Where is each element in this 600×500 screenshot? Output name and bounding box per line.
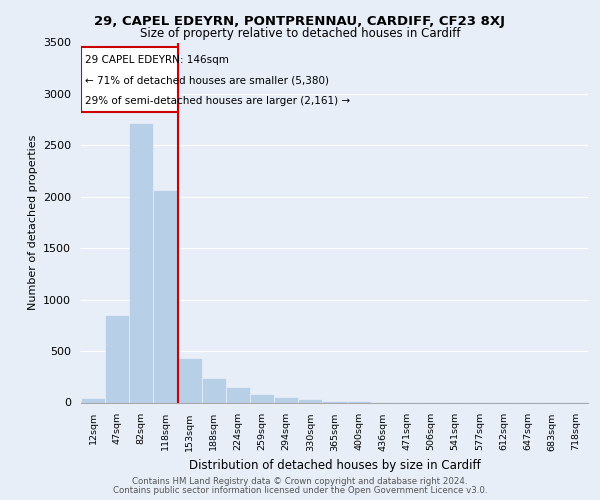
Text: ← 71% of detached houses are smaller (5,380): ← 71% of detached houses are smaller (5,… bbox=[85, 76, 329, 86]
FancyBboxPatch shape bbox=[81, 46, 178, 112]
Bar bbox=[202, 378, 226, 402]
Bar bbox=[154, 190, 178, 402]
Bar bbox=[322, 401, 347, 402]
Text: 29 CAPEL EDEYRN: 146sqm: 29 CAPEL EDEYRN: 146sqm bbox=[85, 56, 229, 66]
Text: Contains public sector information licensed under the Open Government Licence v3: Contains public sector information licen… bbox=[113, 486, 487, 495]
Bar bbox=[298, 400, 322, 402]
Bar bbox=[129, 122, 154, 402]
Bar bbox=[274, 398, 298, 402]
Bar bbox=[226, 386, 250, 402]
X-axis label: Distribution of detached houses by size in Cardiff: Distribution of detached houses by size … bbox=[188, 459, 481, 472]
Text: 29% of semi-detached houses are larger (2,161) →: 29% of semi-detached houses are larger (… bbox=[85, 96, 350, 106]
Y-axis label: Number of detached properties: Number of detached properties bbox=[28, 135, 38, 310]
Text: Size of property relative to detached houses in Cardiff: Size of property relative to detached ho… bbox=[140, 28, 460, 40]
Text: Contains HM Land Registry data © Crown copyright and database right 2024.: Contains HM Land Registry data © Crown c… bbox=[132, 477, 468, 486]
Bar bbox=[105, 315, 129, 402]
Text: 29, CAPEL EDEYRN, PONTPRENNAU, CARDIFF, CF23 8XJ: 29, CAPEL EDEYRN, PONTPRENNAU, CARDIFF, … bbox=[95, 15, 505, 28]
Bar bbox=[250, 394, 274, 402]
Bar bbox=[178, 358, 202, 403]
Bar bbox=[81, 398, 105, 402]
